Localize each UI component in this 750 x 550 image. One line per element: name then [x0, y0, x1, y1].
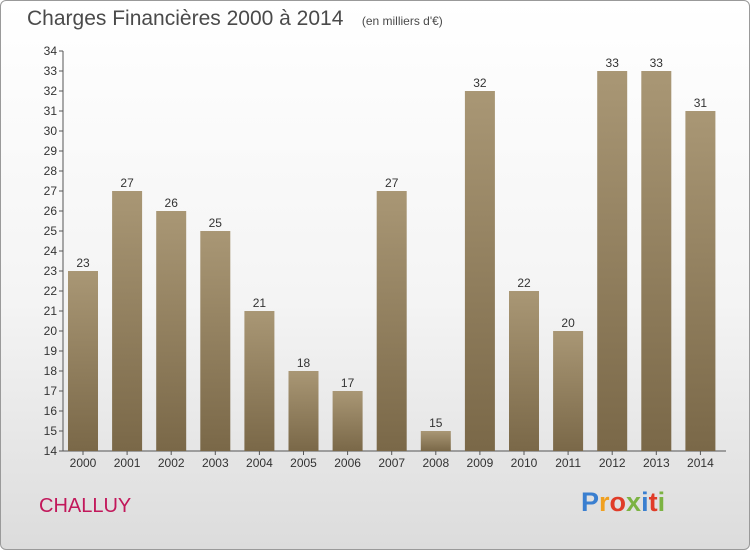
bar-value-label: 23: [76, 256, 90, 270]
x-tick-label: 2003: [202, 456, 229, 470]
bar-value-label: 31: [694, 96, 708, 110]
bar-value-label: 32: [473, 76, 487, 90]
y-tick-label: 15: [44, 424, 58, 438]
y-tick-label: 32: [44, 84, 58, 98]
bar-value-label: 33: [650, 56, 664, 70]
y-tick-label: 16: [44, 404, 58, 418]
y-tick-label: 29: [44, 144, 58, 158]
bar: [597, 71, 628, 451]
place-name: CHALLUY: [39, 495, 132, 517]
y-tick-label: 18: [44, 364, 58, 378]
bar-value-label: 27: [385, 176, 399, 190]
y-tick-label: 28: [44, 164, 58, 178]
bar: [464, 91, 495, 451]
bar-value-label: 26: [165, 196, 179, 210]
y-tick-label: 26: [44, 204, 58, 218]
bar: [509, 291, 539, 451]
x-tick-label: 2005: [290, 456, 317, 470]
x-tick-label: 2011: [555, 456, 581, 470]
y-tick-label: 24: [44, 244, 58, 258]
y-tick-label: 19: [44, 344, 58, 358]
proxiti-logo: Proxiti: [581, 487, 665, 518]
bar: [112, 191, 143, 451]
bar-value-label: 15: [429, 416, 443, 430]
bar-value-label: 27: [120, 176, 134, 190]
bar: [68, 271, 98, 451]
y-tick-label: 34: [44, 44, 58, 58]
bar: [376, 191, 407, 451]
y-tick-label: 31: [44, 104, 58, 118]
logo-letter: r: [599, 487, 610, 517]
bar: [156, 211, 187, 451]
x-tick-label: 2004: [246, 456, 273, 470]
title-row: Charges Financières 2000 à 2014 (en mill…: [27, 7, 443, 31]
chart-subtitle: (en milliers d'€): [361, 14, 443, 28]
y-tick-label: 20: [44, 324, 58, 338]
bar: [553, 331, 584, 451]
bar: [685, 111, 716, 451]
logo-letter: P: [581, 487, 600, 517]
y-tick-label: 23: [44, 264, 58, 278]
bar: [420, 431, 451, 451]
x-tick-label: 2009: [467, 456, 494, 470]
bar: [200, 231, 231, 451]
x-tick-label: 2000: [70, 456, 97, 470]
logo-letter: x: [626, 487, 642, 517]
bar-value-label: 22: [517, 276, 531, 290]
y-tick-label: 27: [44, 184, 58, 198]
y-tick-label: 17: [44, 384, 58, 398]
bars: 23 27 26 25 21 18 17 27 15 32 22 20 33 33 31: [68, 56, 716, 451]
bar: [641, 71, 672, 451]
logo-letter: t: [648, 487, 658, 517]
bar-value-label: 18: [297, 356, 311, 370]
y-axis: 14 15 16 17 18 19 20 21 22 23 24 25 26 27 28 29 30 31 32 33…: [44, 44, 64, 458]
bar-value-label: 33: [606, 56, 620, 70]
x-tick-label: 2006: [334, 456, 361, 470]
y-tick-label: 21: [44, 304, 58, 318]
bar: [288, 371, 319, 451]
bar-value-label: 21: [253, 296, 267, 310]
x-tick-label: 2013: [643, 456, 670, 470]
x-tick-label: 2014: [687, 456, 714, 470]
y-tick-label: 22: [44, 284, 58, 298]
logo-letter: o: [609, 487, 627, 517]
y-tick-label: 33: [44, 64, 58, 78]
bar-value-label: 20: [561, 316, 575, 330]
bar: [332, 391, 363, 451]
x-tick-label: 2012: [599, 456, 626, 470]
x-tick-label: 2010: [511, 456, 538, 470]
logo-letter: i: [641, 487, 649, 517]
bar-value-label: 17: [341, 376, 355, 390]
y-tick-label: 30: [44, 124, 58, 138]
chart-title: Charges Financières 2000 à 2014: [27, 7, 344, 30]
x-tick-label: 2007: [378, 456, 405, 470]
y-tick-label: 25: [44, 224, 58, 238]
x-tick-label: 2008: [422, 456, 449, 470]
bar-value-label: 25: [209, 216, 223, 230]
x-axis: 2000 2001 2002 2003 2004 2005 2006 2007 2008 2009…: [63, 450, 726, 470]
bar: [244, 311, 275, 451]
x-tick-label: 2001: [114, 456, 141, 470]
y-tick-label: 14: [44, 444, 58, 458]
x-tick-label: 2002: [158, 456, 185, 470]
logo-letter: i: [657, 487, 666, 517]
